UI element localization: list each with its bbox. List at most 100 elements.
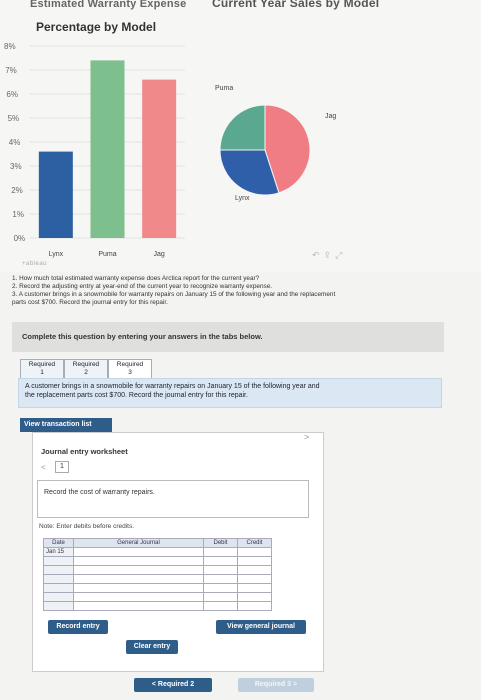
col-debit: Debit [203, 538, 238, 548]
col-general-journal: General Journal [73, 538, 204, 548]
credit-cell[interactable] [237, 556, 272, 566]
y-tick-label: 2% [11, 186, 23, 195]
tab-required-3[interactable]: Required 3 [108, 359, 152, 379]
account-cell[interactable] [73, 601, 204, 611]
bar-puma[interactable] [90, 60, 125, 239]
table-row [43, 601, 272, 611]
table-row [43, 583, 272, 593]
task-description: A customer brings in a snowmobile for wa… [18, 378, 442, 408]
bar-lynx[interactable] [38, 151, 73, 238]
debit-cell[interactable] [203, 601, 238, 611]
debit-cell[interactable] [203, 574, 238, 584]
bar-chart: 8% 7% 6% 5% 4% 3% 2% 1% 0% Lynx Puma Jag [4, 42, 185, 258]
prev-required-button[interactable]: < Required 2 [134, 678, 212, 692]
clear-entry-button[interactable]: Clear entry [126, 640, 178, 654]
account-cell[interactable] [73, 592, 204, 602]
question-list: 1. How much total estimated warranty exp… [12, 275, 452, 307]
next-required-label: Required 3 [254, 681, 292, 688]
undo-icon[interactable]: ↶ [312, 250, 324, 260]
worksheet-title: Journal entry worksheet [41, 447, 128, 456]
view-transaction-list-button[interactable]: View transaction list [20, 418, 112, 432]
date-cell[interactable] [43, 583, 74, 593]
x-category-label: Jag [154, 251, 165, 258]
fullscreen-icon[interactable]: ⤢ [335, 250, 347, 260]
question-2: 2. Record the adjusting entry at year-en… [12, 283, 273, 290]
tableau-logo: +ableau [22, 261, 48, 267]
account-cell[interactable] [73, 547, 204, 557]
share-icon[interactable]: ⇪ [323, 250, 336, 260]
next-required-button[interactable]: Required 3 > [238, 678, 314, 692]
tab-required-1[interactable]: Required 1 [20, 359, 64, 379]
table-row [43, 574, 272, 584]
journal-worksheet: Journal entry worksheet < 1 Record the c… [32, 432, 324, 672]
debit-cell[interactable] [203, 547, 238, 557]
view-general-journal-button[interactable]: View general journal [216, 620, 306, 634]
debit-cell[interactable] [203, 565, 238, 575]
pie-slice-puma[interactable] [219, 104, 266, 151]
credit-cell[interactable] [237, 601, 272, 611]
pie-label: Jag [325, 113, 336, 120]
col-date: Date [43, 538, 74, 548]
worksheet-instruction: Record the cost of warranty repairs. [37, 480, 309, 518]
chevron-left-icon[interactable]: < [41, 463, 46, 472]
table-row [43, 565, 272, 575]
table-row: Jan 15 [43, 547, 272, 557]
pie-label: Lynx [235, 195, 250, 202]
bar-jag[interactable] [142, 79, 177, 238]
chevron-right-icon: > [291, 681, 298, 688]
date-cell[interactable] [43, 565, 74, 575]
record-entry-button[interactable]: Record entry [48, 620, 108, 634]
bar-chart-title-partial: Estimated Warranty Expense [30, 0, 187, 10]
debit-cell[interactable] [203, 592, 238, 602]
question-1: 1. How much total estimated warranty exp… [12, 275, 260, 282]
pie-chart: Puma Jag Lynx [215, 85, 336, 202]
date-cell[interactable] [43, 574, 74, 584]
date-cell[interactable] [43, 601, 74, 611]
credit-cell[interactable] [237, 574, 272, 584]
chevron-left-icon: < [151, 681, 158, 688]
worksheet-note: Note: Enter debits before credits. [39, 523, 135, 530]
credit-cell[interactable] [237, 565, 272, 575]
debit-cell[interactable] [203, 583, 238, 593]
y-tick-label: 6% [6, 90, 18, 99]
credit-cell[interactable] [237, 583, 272, 593]
y-tick-label: 0% [14, 234, 26, 243]
y-tick-label: 5% [8, 114, 20, 123]
pie-slice-lynx[interactable] [219, 149, 280, 196]
bar-chart-title: Percentage by Model [36, 20, 157, 34]
worksheet-page-number[interactable]: 1 [55, 461, 69, 473]
x-category-label: Puma [98, 251, 116, 258]
prev-required-label: Required 2 [157, 681, 195, 688]
y-tick-label: 4% [9, 138, 21, 147]
credit-cell[interactable] [237, 592, 272, 602]
pie-slice-jag[interactable] [264, 104, 311, 194]
table-row [43, 556, 272, 566]
x-category-label: Lynx [49, 251, 64, 258]
pie-label: Puma [215, 85, 233, 92]
question-3: 3. A customer brings in a snowmobile for… [12, 291, 336, 298]
chevron-right-icon[interactable]: > [304, 432, 310, 442]
account-cell[interactable] [73, 565, 204, 575]
date-cell[interactable] [43, 556, 74, 566]
chart-toolbar[interactable]: ↶⇪⤢ [312, 250, 346, 261]
embedded-chart: Estimated Warranty Expense Percentage by… [0, 0, 481, 272]
y-tick-label: 1% [12, 210, 24, 219]
journal-table: Date General Journal Debit Credit Jan 15 [43, 538, 272, 611]
account-cell[interactable] [73, 583, 204, 593]
table-row [43, 592, 272, 602]
instructions-banner: Complete this question by entering your … [12, 322, 444, 352]
required-tabs: Required 1 Required 2 Required 3 [20, 359, 152, 379]
debit-cell[interactable] [203, 556, 238, 566]
tab-required-2[interactable]: Required 2 [64, 359, 108, 379]
y-tick-label: 8% [4, 42, 16, 51]
y-tick-label: 3% [10, 162, 22, 171]
question-3-cont: parts cost $700. Record the journal entr… [12, 299, 168, 306]
credit-cell[interactable] [237, 547, 272, 557]
account-cell[interactable] [73, 574, 204, 584]
y-tick-label: 7% [5, 66, 17, 75]
account-cell[interactable] [73, 556, 204, 566]
date-cell[interactable]: Jan 15 [43, 547, 74, 557]
pie-chart-title-partial: Current Year Sales by Model [212, 0, 380, 10]
col-credit: Credit [237, 538, 272, 548]
date-cell[interactable] [43, 592, 74, 602]
